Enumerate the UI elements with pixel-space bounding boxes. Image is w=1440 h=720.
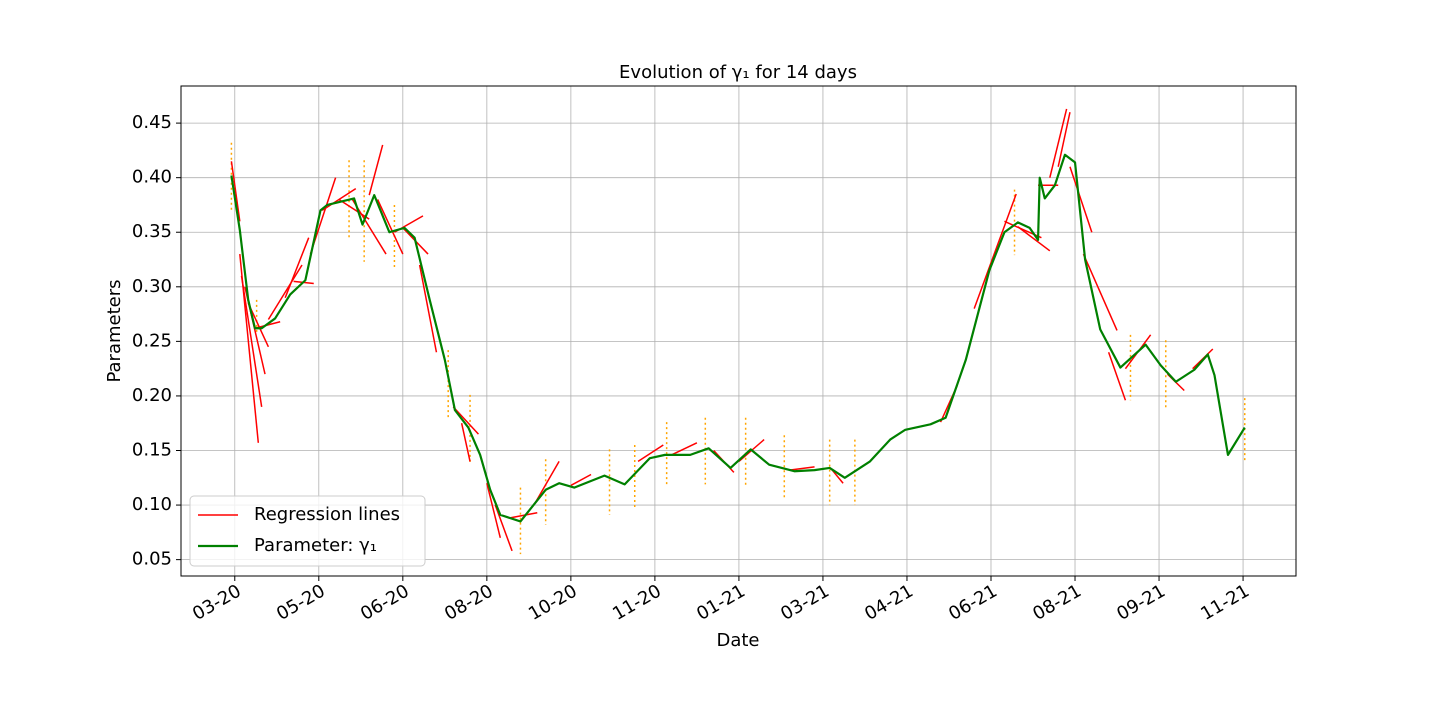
regression-line bbox=[284, 237, 310, 298]
series-line bbox=[230, 153, 1246, 523]
x-tick-label: 11-21 bbox=[1197, 580, 1253, 624]
regression-line bbox=[1017, 226, 1051, 252]
regression-line bbox=[508, 511, 538, 519]
regression-line bbox=[570, 473, 592, 487]
regression-line bbox=[460, 423, 471, 462]
regression-line bbox=[486, 483, 502, 538]
x-tick-label: 03-21 bbox=[777, 580, 833, 624]
regression-line bbox=[1069, 166, 1093, 233]
x-tick-label: 08-21 bbox=[1029, 580, 1085, 624]
regression-line bbox=[789, 466, 815, 471]
y-axis-label: Parameters bbox=[104, 279, 125, 382]
regression-line bbox=[1107, 352, 1127, 401]
regression-line bbox=[1057, 112, 1071, 167]
regression-line bbox=[671, 442, 698, 456]
y-tick-label: 0.20 bbox=[132, 385, 172, 406]
x-tick-label: 09-21 bbox=[1113, 580, 1169, 624]
regression-line bbox=[418, 264, 438, 353]
legend-box bbox=[189, 495, 426, 567]
regression-line bbox=[267, 264, 303, 320]
legend-label: Regression lines bbox=[254, 504, 400, 525]
x-tick-label: 08-20 bbox=[441, 580, 497, 624]
regression-line bbox=[494, 504, 513, 552]
regression-line bbox=[376, 199, 404, 255]
regression-line bbox=[452, 406, 479, 435]
legend-label: Parameter: γ₁ bbox=[254, 535, 377, 556]
regression-line bbox=[368, 144, 384, 196]
x-axis-label: Date bbox=[716, 630, 759, 651]
y-tick-label: 0.35 bbox=[132, 221, 172, 242]
x-tick-label: 06-20 bbox=[357, 580, 413, 624]
chart-title: Evolution of γ₁ for 14 days bbox=[619, 62, 857, 83]
x-tick-label: 01-21 bbox=[693, 580, 749, 624]
regression-line bbox=[1049, 108, 1068, 178]
x-tick-label: 03-20 bbox=[189, 580, 245, 624]
y-tick-label: 0.40 bbox=[132, 167, 172, 188]
x-tick-label: 11-20 bbox=[609, 580, 665, 624]
x-tick-label: 05-20 bbox=[273, 580, 329, 624]
regression-line bbox=[1082, 253, 1118, 331]
regression-line bbox=[240, 275, 263, 407]
regression-line bbox=[338, 198, 370, 220]
y-tick-label: 0.10 bbox=[132, 494, 172, 515]
x-tick-label: 10-20 bbox=[525, 580, 581, 624]
regression-line bbox=[973, 193, 1017, 309]
x-tick-label: 06-21 bbox=[945, 580, 1001, 624]
y-tick-label: 0.45 bbox=[132, 112, 172, 133]
y-tick-label: 0.25 bbox=[132, 330, 172, 351]
x-tick-label: 04-21 bbox=[861, 580, 917, 624]
regression-line bbox=[637, 444, 664, 463]
y-tick-label: 0.05 bbox=[132, 549, 172, 570]
y-tick-label: 0.30 bbox=[132, 276, 172, 297]
regression-line bbox=[230, 161, 241, 222]
y-tick-label: 0.15 bbox=[132, 439, 172, 460]
plot-frame bbox=[180, 85, 1297, 577]
